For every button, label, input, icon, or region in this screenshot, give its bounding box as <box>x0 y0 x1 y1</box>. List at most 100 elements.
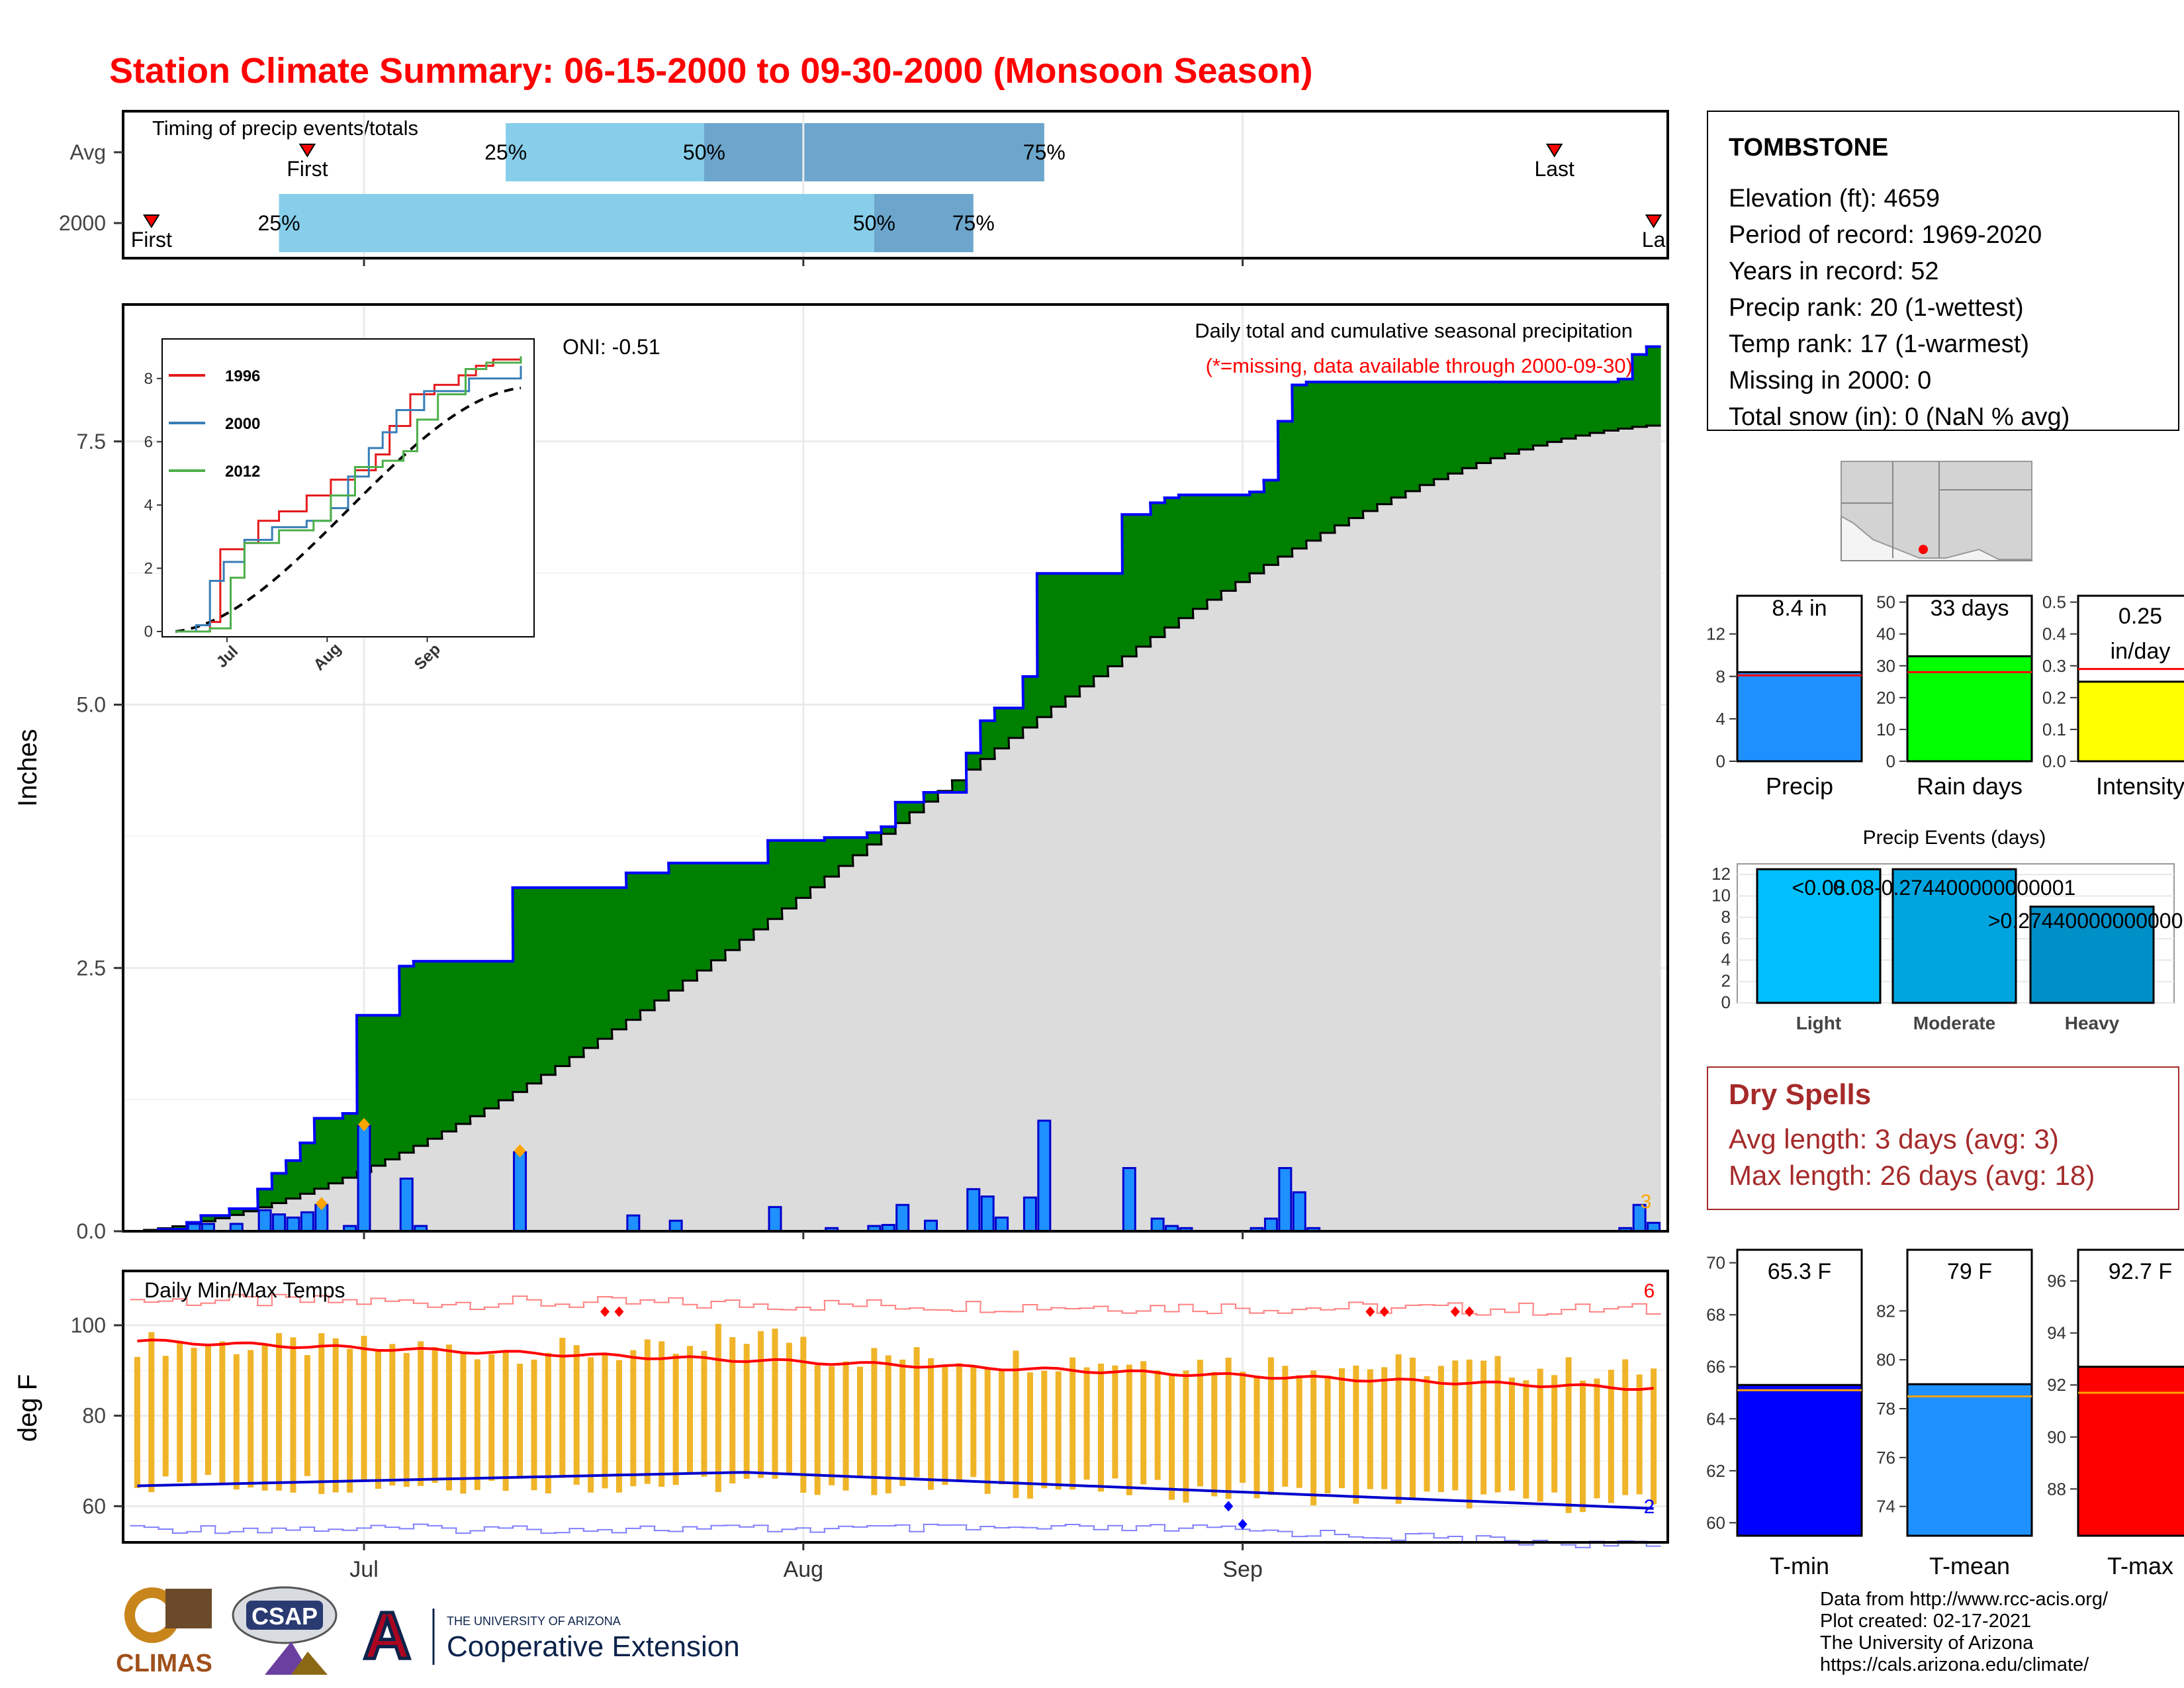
temp-summary-ytick-label: 78 <box>1876 1399 1895 1419</box>
precip-panel: Inches Daily total and cumulative season… <box>13 303 1669 1243</box>
last-event-marker <box>1645 214 1662 228</box>
events-ytick-label: 2 <box>1721 971 1731 991</box>
daily-temp-range-bar <box>248 1350 254 1488</box>
daily-precip-bar <box>980 1196 995 1233</box>
timing-row-label: Avg <box>69 140 106 164</box>
daily-temp-range-bar <box>871 1348 878 1495</box>
university-of-arizona-logo: A THE UNIVERSITY OF ARIZONA Cooperative … <box>361 1597 739 1675</box>
daily-temp-range-bar <box>1253 1376 1260 1499</box>
daily-temp-range-bar <box>1452 1360 1459 1491</box>
daily-temp-range-bar <box>432 1347 438 1483</box>
temp-ytick-label: 60 <box>82 1494 106 1518</box>
daily-temp-range-bar <box>956 1363 962 1482</box>
temp-summary-ytick-label: 94 <box>2047 1323 2066 1343</box>
summary-bar-fill <box>2077 680 2184 763</box>
daily-temp-range-bar <box>1466 1359 1473 1509</box>
summary-bar-label: Intensity <box>2096 773 2184 800</box>
daily-precip-bar <box>1023 1196 1037 1233</box>
inset-line-2000 <box>175 365 522 633</box>
daily-temp-range-bar <box>531 1359 537 1491</box>
daily-temp-range-bar <box>304 1355 310 1476</box>
precip-ytick-label: 0.0 <box>77 1219 106 1243</box>
daily-temp-range-bar <box>984 1367 991 1494</box>
daily-temp-range-bar <box>1494 1356 1501 1493</box>
station-info-line: Missing in 2000: 0 <box>1729 367 1931 395</box>
daily-precip-bar <box>300 1211 314 1233</box>
daily-temp-range-bar <box>1240 1372 1246 1483</box>
temp-summary-value: 92.7 F <box>2109 1259 2172 1284</box>
timing-iqr-high <box>704 123 1044 181</box>
daily-temp-range-bar <box>1069 1357 1076 1490</box>
temp-summary-ytick-label: 88 <box>2047 1479 2066 1499</box>
timing-iqr-low <box>279 194 874 252</box>
temp-ylabel: deg F <box>13 1374 42 1442</box>
daily-temp-range-bar <box>814 1365 821 1495</box>
footer-line: Plot created: 02-17-2021 <box>1820 1611 2031 1632</box>
daily-temp-range-bar <box>1324 1376 1331 1493</box>
last-event-label: Last <box>1534 157 1574 181</box>
temp-summary-ytick-label: 90 <box>2047 1427 2066 1447</box>
inset-average-line <box>175 387 522 633</box>
events-bar <box>1891 868 2017 1004</box>
daily-precip-bar <box>286 1216 300 1233</box>
daily-precip-bar <box>399 1177 414 1233</box>
timing-title: Timing of precip events/totals <box>152 117 418 140</box>
daily-temp-range-bar <box>672 1354 679 1485</box>
daily-precip-bar <box>626 1214 641 1233</box>
station-location-marker <box>1919 545 1928 554</box>
record-high-marker <box>614 1306 624 1317</box>
daily-precip-bar <box>895 1203 910 1233</box>
daily-temp-range-bar <box>318 1333 325 1494</box>
daily-temp-range-bar <box>559 1337 566 1478</box>
daily-temp-range-bar <box>1197 1360 1203 1487</box>
daily-precip-bar <box>1263 1217 1278 1233</box>
temp-summary-fill <box>1736 1383 1863 1537</box>
daily-temp-range-bar <box>1622 1359 1629 1495</box>
daily-precip-bar <box>357 1125 371 1233</box>
first-event-marker <box>298 144 316 158</box>
inset-legend-label: 2012 <box>225 463 260 481</box>
timing-row-label: 2000 <box>59 211 106 235</box>
daily-temp-range-bar <box>573 1345 580 1485</box>
temp-summary-ytick-label: 64 <box>1706 1409 1725 1429</box>
summary-bar-ytick-label: 0 <box>1886 751 1895 771</box>
record-high-marker <box>600 1306 610 1317</box>
daily-temp-range-bar <box>800 1336 807 1493</box>
summary-bar-ytick-label: 4 <box>1716 709 1725 729</box>
dry-spells-max: Max length: 26 days (avg: 18) <box>1729 1160 2095 1191</box>
daily-temp-range-bar <box>786 1342 792 1476</box>
daily-temp-range-bar <box>361 1335 367 1481</box>
daily-temp-range-bar <box>659 1341 665 1487</box>
summary-bar-label: Precip <box>1766 773 1833 800</box>
daily-temp-range-bar <box>545 1352 551 1494</box>
daily-precip-bar <box>272 1213 287 1233</box>
daily-precip-bar <box>1150 1217 1165 1233</box>
events-bar <box>2029 906 2155 1004</box>
daily-temp-range-bar <box>1296 1375 1302 1488</box>
daily-temp-range-bar <box>332 1338 339 1493</box>
daily-temp-range-bar <box>715 1323 721 1493</box>
daily-precip-bar <box>1037 1119 1052 1233</box>
events-bar <box>1756 868 1882 1004</box>
first-event-label: First <box>131 228 172 252</box>
temp-summary-ytick-label: 60 <box>1706 1513 1725 1532</box>
daily-temp-range-bar <box>1154 1370 1161 1480</box>
daily-temp-range-bar <box>1437 1366 1444 1493</box>
events-ytick-label: 10 <box>1711 885 1731 905</box>
station-info-line: Years in record: 52 <box>1729 258 1939 285</box>
temp-summary-fill <box>1906 1383 2033 1537</box>
daily-temp-range-bar <box>1480 1360 1487 1495</box>
temp-summary-ytick-label: 96 <box>2047 1271 2066 1291</box>
first-event-marker <box>143 214 160 228</box>
daily-temp-range-bar <box>1282 1366 1289 1487</box>
daily-temp-range-bar <box>276 1333 283 1491</box>
daily-temp-range-bar <box>474 1359 480 1490</box>
temp-summary-ytick-label: 66 <box>1706 1357 1725 1377</box>
daily-temp-range-bar <box>1651 1368 1657 1505</box>
daily-temp-range-bar <box>885 1355 891 1493</box>
record-max-line <box>130 1293 1661 1316</box>
daily-temp-range-bar <box>630 1350 637 1487</box>
events-ytick-label: 8 <box>1721 907 1731 927</box>
